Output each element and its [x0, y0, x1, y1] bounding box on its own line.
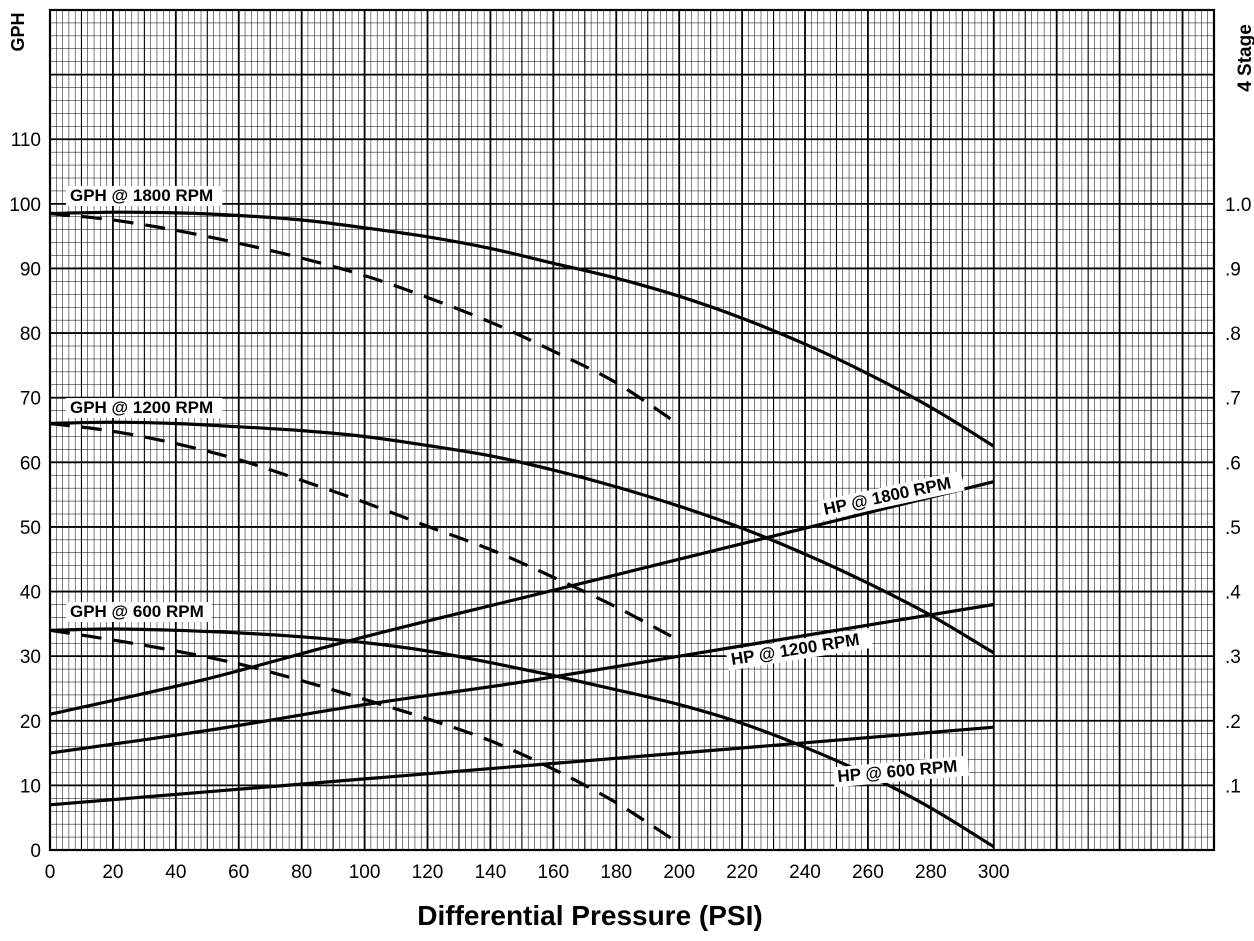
series-line-gph-600-rpm [49, 627, 995, 849]
x-tick-label: 240 [789, 862, 821, 883]
x-tick-label: 40 [165, 862, 186, 883]
y2-tick-label: .6 [1225, 453, 1241, 474]
y-tick-label: 10 [20, 776, 41, 797]
y2-tick-label: .7 [1225, 389, 1241, 410]
y2-tick-label: .3 [1225, 647, 1241, 668]
y-tick-label: 90 [20, 259, 41, 280]
curve-label: GPH @ 1800 RPM [70, 186, 213, 205]
series-line-gph-1800-rpm [49, 210, 995, 448]
series-line-hp-600-rpm [49, 725, 994, 807]
x-tick-label: 160 [537, 862, 569, 883]
y-tick-label: 40 [20, 583, 41, 604]
y-tick-label: 100 [9, 195, 41, 216]
series-line-hp-1200-rpm [49, 602, 995, 755]
curve-label-group: GPH @ 1800 RPM [66, 186, 223, 206]
y-tick-label: 30 [20, 647, 41, 668]
curve-label-group: HP @ 600 RPM [832, 755, 970, 788]
y2-tick-label: .4 [1225, 583, 1241, 604]
curve-label-bg [66, 602, 212, 622]
x-tick-label: 100 [349, 862, 381, 883]
curve-label-bg [832, 755, 970, 788]
curve-label: GPH @ 600 RPM [70, 602, 204, 621]
y-tick-label: 70 [20, 389, 41, 410]
curve-label-group: GPH @ 600 RPM [66, 602, 212, 622]
curve-label-bg [66, 186, 223, 206]
series-line-gph-1200-rpm [49, 420, 995, 655]
x-tick-label: 120 [412, 862, 444, 883]
y2-tick-label: .8 [1225, 324, 1241, 345]
x-tick-label: 0 [45, 862, 56, 883]
x-tick-label: 200 [663, 862, 695, 883]
y2-tick-label: .5 [1225, 518, 1241, 539]
y2-axis-title: 4 Stage [1235, 24, 1254, 92]
curve-label-bg [66, 398, 223, 418]
x-axis-title: Differential Pressure (PSI) [417, 900, 762, 931]
x-tick-label: 220 [726, 862, 758, 883]
y2-tick-label: .9 [1225, 259, 1241, 280]
curve-label: GPH @ 1200 RPM [70, 398, 213, 417]
curve-label-bg [817, 470, 965, 521]
y-tick-label: 20 [20, 712, 41, 733]
y-tick-label: 80 [20, 324, 41, 345]
curve-label-bg [725, 628, 873, 671]
y-tick-label: 110 [11, 130, 41, 151]
chart-grid [48, 8, 1216, 852]
series-line-hp-1800-rpm [49, 480, 995, 716]
y-axis-title: GPH [8, 12, 28, 51]
x-tick-label: 60 [228, 862, 249, 883]
x-tick-label: 140 [475, 862, 507, 883]
chart-curves [49, 210, 995, 849]
y-tick-label: 0 [30, 841, 41, 862]
x-tick-label: 20 [102, 862, 123, 883]
x-tick-label: 180 [600, 862, 632, 883]
x-tick-label: 300 [978, 862, 1010, 883]
y-tick-label: 50 [20, 518, 41, 539]
chart-ticks: 0 20 40 60 80 100 120 140 160 180 200 220 240 260 280 3… [9, 130, 1251, 883]
x-tick-label: 280 [915, 862, 947, 883]
x-tick-label: 260 [852, 862, 884, 883]
y2-tick-label: 1.0 [1225, 195, 1251, 216]
chart-labels: GPH @ 1800 RPM GPH @ 1200 RPM GPH @ 600 RP… [66, 186, 970, 788]
curve-label-group: HP @ 1200 RPM [725, 628, 873, 671]
series-line-estimated-dashed [49, 628, 681, 845]
x-tick-label: 80 [291, 862, 312, 883]
plot-frame [48, 8, 1216, 852]
y2-tick-label: .2 [1225, 712, 1241, 733]
y2-tick-label: .1 [1225, 776, 1241, 797]
series-line-estimated-dashed [49, 211, 681, 427]
y-tick-label: 60 [20, 453, 41, 474]
curve-label-group: GPH @ 1200 RPM [66, 398, 223, 418]
